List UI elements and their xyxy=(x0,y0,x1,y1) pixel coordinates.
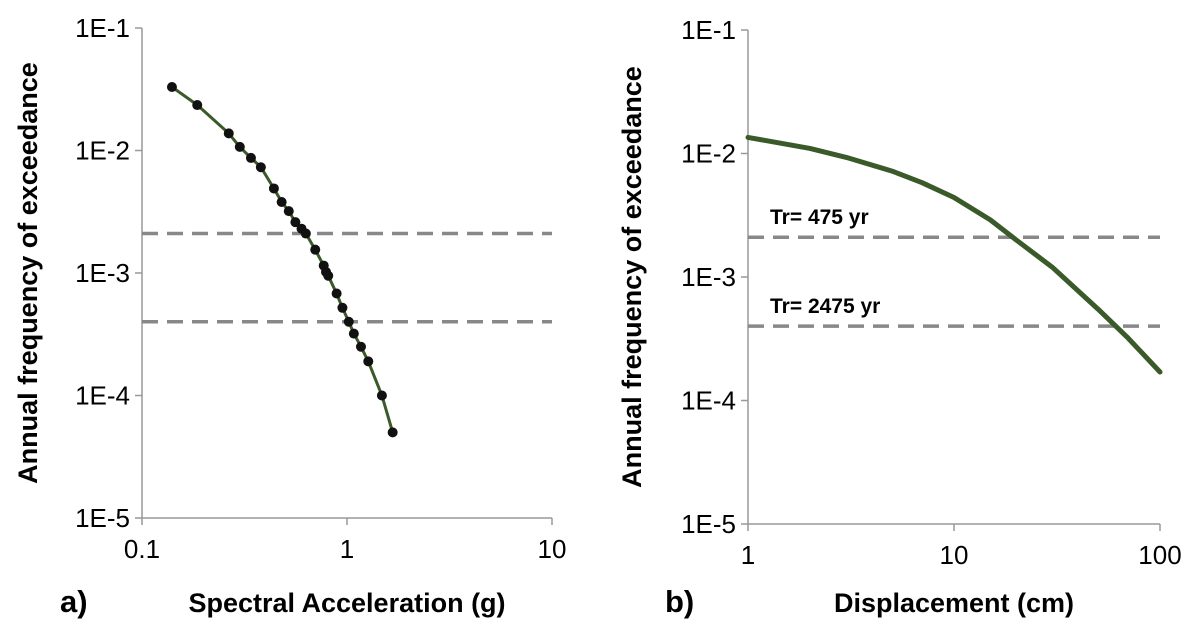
data-point xyxy=(323,270,334,281)
data-point xyxy=(276,196,287,207)
data-point xyxy=(348,328,359,339)
x-tick-label: 100 xyxy=(1138,540,1181,570)
data-point xyxy=(245,152,256,163)
data-point xyxy=(310,244,321,255)
x-tick-label: 0.1 xyxy=(124,534,160,564)
y-axis-title: Annual frequency of exceedance xyxy=(13,62,43,484)
data-point xyxy=(166,81,177,92)
y-axis-title: Annual frequency of exceedance xyxy=(617,66,647,488)
x-tick-label: 1 xyxy=(741,540,755,570)
x-axis-title: Spectral Acceleration (g) xyxy=(188,588,505,618)
x-axis-title: Displacement (cm) xyxy=(834,588,1074,618)
chart-panel-b: 1E-5 1E-4 1E-3 1E-2 1E-1 1 10 100 Tr= 475 yr Tr= … xyxy=(617,15,1182,619)
data-point xyxy=(234,141,245,152)
y-tick-label: 1E-3 xyxy=(681,262,736,292)
x-tick-label: 10 xyxy=(538,534,567,564)
x-tick-label: 10 xyxy=(940,540,969,570)
data-point xyxy=(300,228,311,239)
series-line xyxy=(745,134,1163,375)
data-point xyxy=(223,128,234,139)
y-tick-label: 1E-1 xyxy=(681,15,736,45)
y-tick-label: 1E-5 xyxy=(681,509,736,539)
y-tick-label: 1E-5 xyxy=(75,503,130,533)
y-tick-label: 1E-4 xyxy=(75,381,130,411)
panel-label: a) xyxy=(60,584,88,619)
data-point xyxy=(363,356,374,367)
y-tick-label: 1E-2 xyxy=(681,139,736,169)
y-tick-label: 1E-2 xyxy=(75,136,130,166)
chart-panel-a: 1E-5 1E-4 1E-3 1E-2 1E-1 0.1 1 10 Spectral Accel… xyxy=(13,13,566,619)
x-tick-label: 1 xyxy=(340,534,354,564)
data-point xyxy=(268,183,279,194)
data-point xyxy=(387,427,398,438)
data-point xyxy=(255,162,266,173)
data-point xyxy=(290,217,301,228)
series-line xyxy=(170,85,395,434)
reference-line-label: Tr= 2475 yr xyxy=(770,295,880,318)
data-point xyxy=(376,390,387,401)
data-point xyxy=(343,316,354,327)
reference-line-label: Tr= 475 yr xyxy=(770,206,869,229)
data-point xyxy=(283,206,294,217)
panel-label: b) xyxy=(665,584,694,619)
data-point xyxy=(331,288,342,299)
y-tick-label: 1E-1 xyxy=(75,13,130,43)
data-point xyxy=(337,302,348,313)
data-point xyxy=(192,100,203,111)
y-tick-label: 1E-3 xyxy=(75,258,130,288)
data-point xyxy=(355,341,366,352)
y-tick-label: 1E-4 xyxy=(681,386,736,416)
